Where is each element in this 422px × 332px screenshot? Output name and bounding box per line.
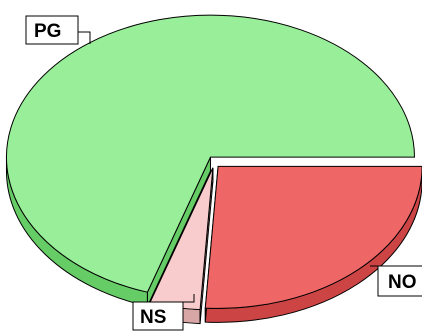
label-leader-pg <box>78 31 91 44</box>
pie-slice-no <box>204 165 422 309</box>
label-box-pg <box>25 15 79 45</box>
pie-labels: NO NS PG <box>25 15 422 331</box>
pie-slice-tops <box>6 14 422 311</box>
pie-slice-pg <box>6 14 415 293</box>
label-no: NO <box>388 272 417 293</box>
label-leader-ns <box>180 294 195 303</box>
label-ns: NS <box>140 307 166 328</box>
label-box-no <box>377 265 422 297</box>
label-pg: PG <box>34 21 61 42</box>
label-box-ns <box>132 301 184 331</box>
